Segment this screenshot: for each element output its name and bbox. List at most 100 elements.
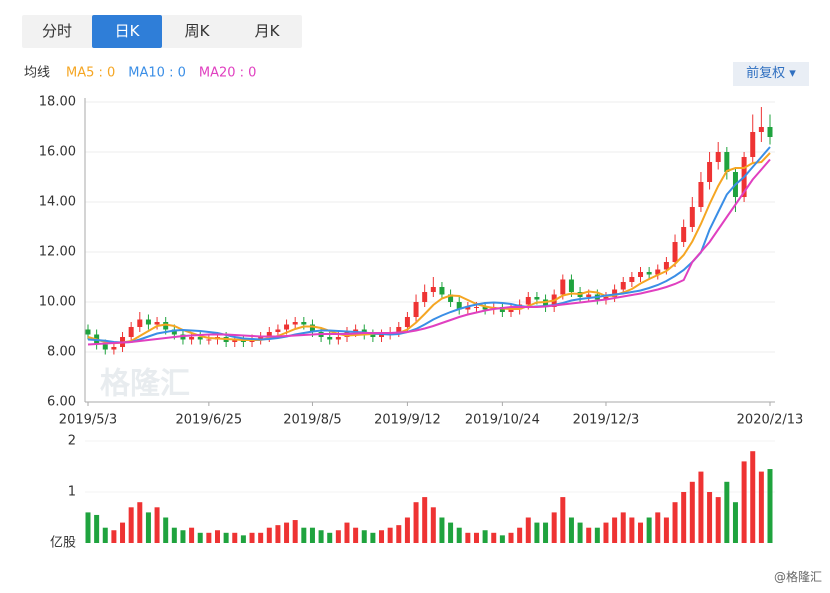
candle-body: [482, 307, 488, 310]
volume-bar: [689, 481, 695, 543]
tab[interactable]: 周K: [184, 22, 210, 40]
volume-bar: [586, 527, 592, 543]
legend-title: 均线: [24, 66, 50, 81]
candle-body: [560, 279, 566, 295]
candle-body: [309, 324, 315, 332]
candle-body: [663, 262, 669, 270]
volume-bar: [577, 522, 583, 543]
volume-bar: [568, 517, 574, 543]
candle-body: [145, 319, 151, 325]
candle-body: [715, 152, 721, 162]
volume-bar: [197, 532, 203, 543]
candle-body: [137, 319, 143, 327]
x-tick-label: 2019/9/12: [374, 413, 441, 428]
volume-bar: [525, 517, 531, 543]
candle-body: [171, 329, 177, 335]
tab[interactable]: 日K: [92, 15, 162, 48]
y-tick-label: 6.00: [47, 395, 76, 410]
candle-body: [586, 294, 592, 297]
volume-bar: [102, 527, 108, 543]
volume-bar: [249, 532, 255, 543]
y-tick-label: 8.00: [47, 345, 76, 360]
volume-bar: [301, 527, 307, 543]
legend-entry: MA10 : 0: [128, 66, 186, 81]
volume-bar: [379, 530, 385, 543]
volume-bar: [534, 522, 540, 543]
candle-body: [327, 337, 333, 340]
volume-bar: [180, 530, 186, 543]
candle-body: [197, 337, 203, 340]
ma-line: [87, 146, 771, 344]
volume-tick-label: 1: [68, 485, 76, 500]
volume-bar: [620, 512, 626, 543]
candle-body: [396, 327, 402, 332]
candle-body: [681, 227, 687, 242]
volume-bar: [154, 507, 160, 543]
candle-body: [292, 322, 298, 325]
volume-bar: [292, 520, 298, 543]
volume-bar: [551, 512, 557, 543]
candle-body: [404, 317, 410, 327]
volume-bar: [646, 517, 652, 543]
legend-entry: MA20 : 0: [199, 66, 257, 81]
ma-line: [87, 158, 771, 346]
volume-bar: [629, 517, 635, 543]
candle-body: [163, 322, 169, 330]
volume-bar: [482, 530, 488, 543]
candle-body: [707, 162, 713, 182]
candle-body: [646, 272, 652, 275]
tab[interactable]: 分时: [41, 22, 72, 40]
volume-bar: [638, 522, 644, 543]
x-tick-label: 2019/6/25: [176, 413, 243, 428]
adjust-button[interactable]: 前复权 ▾: [733, 62, 809, 86]
volume-bar: [560, 497, 566, 543]
candle-body: [465, 307, 471, 310]
volume-bar: [189, 527, 195, 543]
candle-body: [102, 344, 108, 350]
volume-bar: [612, 517, 618, 543]
credit: @格隆汇: [773, 570, 822, 584]
volume-bar: [404, 517, 410, 543]
candle-body: [456, 302, 462, 310]
candle-body: [85, 329, 91, 335]
candle-body: [724, 152, 730, 172]
candle-body: [612, 289, 618, 297]
adjust-label: 前复权: [746, 66, 786, 81]
volume-bar: [145, 512, 151, 543]
volume-bar: [430, 507, 436, 543]
candle-body: [335, 337, 341, 340]
volume-bar: [137, 502, 143, 543]
volume-bar: [655, 512, 661, 543]
volume-bar: [422, 497, 428, 543]
volume-bar: [85, 512, 91, 543]
volume-bar: [240, 535, 246, 543]
candle-body: [370, 334, 376, 337]
volume-bar: [499, 535, 505, 543]
volume-bar: [396, 525, 402, 543]
volume-bar: [543, 522, 549, 543]
tab[interactable]: 月K: [254, 22, 280, 40]
candle-body: [689, 207, 695, 227]
candle-body: [111, 347, 117, 350]
volume-bar: [258, 532, 264, 543]
candle-body: [655, 269, 661, 275]
candle-body: [543, 299, 549, 307]
candle-body: [154, 322, 160, 325]
volume-bar: [344, 522, 350, 543]
volume-bar: [473, 532, 479, 543]
volume-bar: [448, 522, 454, 543]
volume-bar: [517, 527, 523, 543]
candle-body: [189, 337, 195, 340]
candle-body: [638, 272, 644, 277]
candle-body: [439, 287, 445, 295]
candle-body: [266, 332, 272, 337]
volume-bar: [171, 527, 177, 543]
y-tick-label: 16.00: [39, 145, 76, 160]
volume-bar: [128, 507, 134, 543]
candle-body: [379, 334, 385, 337]
volume-bar: [767, 469, 773, 543]
volume-bar: [603, 522, 609, 543]
volume-bar: [741, 461, 747, 543]
volume-bar: [335, 530, 341, 543]
